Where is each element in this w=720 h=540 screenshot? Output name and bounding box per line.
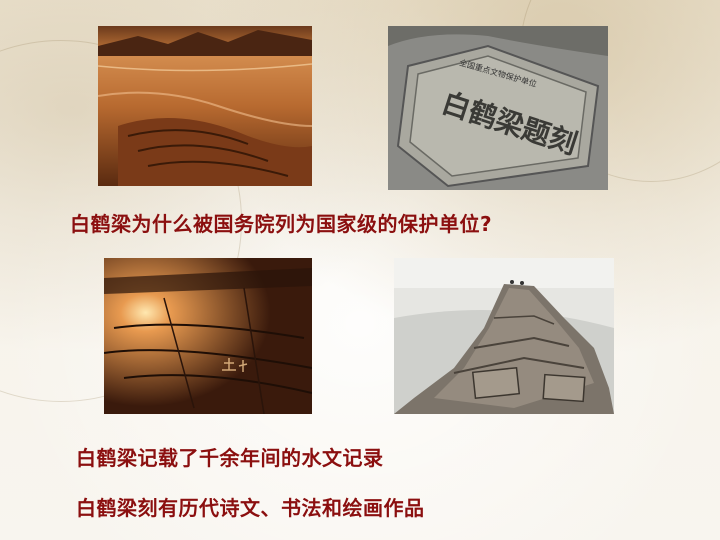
photo-stone-ridge [394, 258, 614, 414]
photo-river-sunset [98, 26, 312, 186]
answer-poetry-calligraphy: 白鹤梁刻有历代诗文、书法和绘画作品 [76, 496, 425, 520]
answer-hydrological-records: 白鹤梁记载了千余年间的水文记录 [76, 446, 384, 470]
photo-wet-rock [104, 258, 312, 414]
question-text: 白鹤梁为什么被国务院列为国家级的保护单位? [70, 212, 493, 236]
photo-stone-inscription: 全国重点文物保护单位 白鹤梁题刻 [388, 26, 608, 190]
